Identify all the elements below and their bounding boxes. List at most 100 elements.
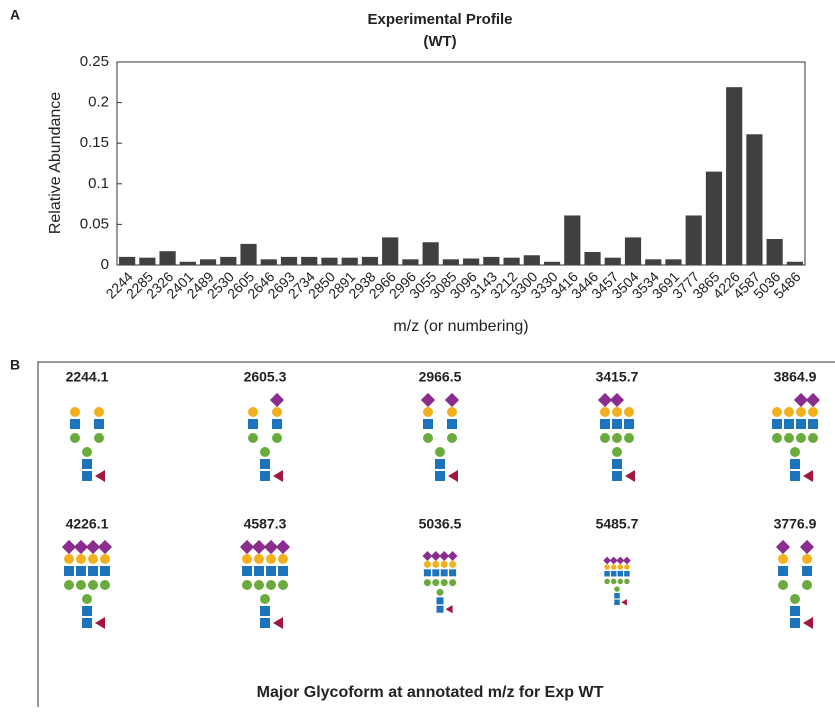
mannose [76, 580, 86, 590]
galactose [802, 554, 812, 564]
glycoform-mz: 2966.5 [419, 369, 462, 385]
sialic-acid [422, 551, 433, 561]
glcnac [612, 471, 622, 481]
sialic-acid [439, 551, 450, 561]
mannose [70, 433, 80, 443]
mannose [612, 433, 622, 443]
bar [564, 215, 581, 265]
glycoform-mz: 2605.3 [244, 369, 287, 385]
mannose [790, 594, 800, 604]
galactose [612, 407, 622, 417]
glcnac [260, 459, 270, 469]
glcnac [64, 566, 74, 576]
y-tick-label: 0.25 [80, 53, 109, 70]
glcnac [248, 419, 258, 429]
galactose [624, 407, 634, 417]
glycoform-mz: 2244.1 [66, 369, 109, 385]
sialic-acid [447, 551, 458, 561]
sialic-acid [805, 392, 821, 408]
galactose [242, 554, 252, 564]
bar [442, 259, 459, 265]
sialic-acid [97, 539, 113, 555]
panel-title: Major Glycoform at annotated m/z for Exp… [257, 684, 604, 701]
sialic-acid [616, 556, 625, 565]
glcnac [778, 566, 788, 576]
sialic-acid [420, 392, 436, 408]
glcnac [449, 569, 457, 577]
mannose [808, 433, 818, 443]
bar [786, 261, 803, 265]
glcnac [260, 606, 270, 616]
galactose [254, 554, 264, 564]
glcnac [423, 569, 431, 577]
mannose [802, 580, 812, 590]
mannose [624, 433, 634, 443]
galactose [432, 560, 440, 568]
sialic-acid [251, 539, 267, 555]
glcnac [94, 419, 104, 429]
galactose [278, 554, 288, 564]
mannose [260, 594, 270, 604]
galactose [440, 560, 448, 568]
mannose [88, 580, 98, 590]
sialic-acid [275, 539, 291, 555]
bar [624, 237, 642, 265]
galactose [272, 407, 282, 417]
glcnac [260, 471, 270, 481]
sialic-acid [61, 539, 77, 555]
galactose [778, 554, 788, 564]
bar [726, 87, 743, 265]
glcnac [435, 471, 445, 481]
glcnac [600, 419, 610, 429]
bar [523, 255, 540, 265]
mannose [82, 594, 92, 604]
galactose [248, 407, 258, 417]
bar [341, 257, 358, 265]
bar [645, 259, 662, 265]
glcnac [614, 599, 620, 606]
bar [665, 259, 682, 265]
mannose [248, 433, 258, 443]
galactose [100, 554, 110, 564]
galactose [423, 407, 433, 417]
galactose [266, 554, 276, 564]
glcnac [784, 419, 794, 429]
mannose [600, 433, 610, 443]
glycoform-mz: 3776.9 [774, 516, 817, 532]
sialic-acid [73, 539, 89, 555]
sialic-acid [597, 392, 613, 408]
bar [280, 256, 298, 265]
fucose [273, 470, 283, 482]
panel-label: A [10, 7, 20, 23]
glcnac [614, 592, 620, 599]
fucose [95, 470, 105, 482]
bar [402, 259, 419, 265]
glcnac [82, 606, 92, 616]
glcnac [790, 471, 800, 481]
fucose [95, 617, 105, 629]
galactose [423, 560, 431, 568]
sialic-acid [775, 539, 791, 555]
bar [604, 257, 621, 265]
mannose [82, 447, 92, 457]
sialic-acid [609, 556, 618, 565]
glcnac [604, 570, 610, 577]
mannose [796, 433, 806, 443]
bar [321, 257, 338, 265]
bar [220, 256, 237, 265]
fucose [803, 617, 813, 629]
bar [260, 259, 277, 265]
mannose [604, 578, 610, 585]
mannose [784, 433, 794, 443]
y-tick-label: 0.1 [88, 175, 109, 192]
glcnac [624, 419, 634, 429]
y-tick-label: 0 [101, 256, 109, 273]
fucose [803, 470, 813, 482]
glcnac [260, 618, 270, 628]
mannose [260, 447, 270, 457]
glcnac [612, 459, 622, 469]
mannose [612, 447, 622, 457]
fucose [621, 599, 627, 606]
galactose [604, 564, 610, 570]
sialic-acid [430, 551, 441, 561]
